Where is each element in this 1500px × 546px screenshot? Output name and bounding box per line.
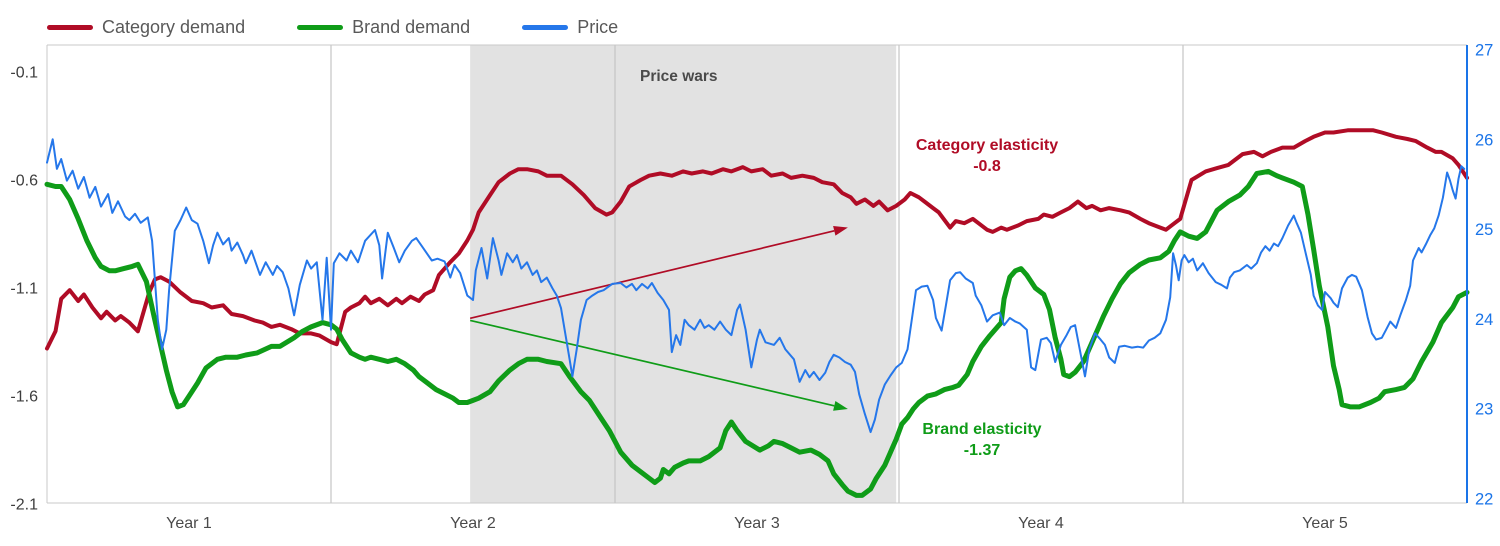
legend-label-brand-demand: Brand demand xyxy=(352,17,471,37)
right-axis-tick-label: 24 xyxy=(1475,311,1493,329)
category-elasticity-value: -0.8 xyxy=(973,158,1001,175)
brand-elasticity-arrow xyxy=(469,319,835,407)
right-axis-tick-label: 22 xyxy=(1475,491,1493,509)
legend-item-category-demand[interactable]: Category demand xyxy=(47,17,245,38)
category-demand-line-swatch-icon xyxy=(47,25,93,30)
left-axis-tick-label: -1.6 xyxy=(10,389,38,406)
legend-item-price[interactable]: Price xyxy=(522,17,618,38)
legend-item-brand-demand[interactable]: Brand demand xyxy=(297,17,470,38)
series-line-category-demand xyxy=(45,128,1469,351)
category-elasticity-arrow xyxy=(469,229,835,320)
legend-label-category-demand: Category demand xyxy=(102,17,246,37)
category-elasticity-arrow-head-icon xyxy=(833,225,848,236)
price-wars-label: Price wars xyxy=(640,68,718,85)
x-axis-year-label: Year 5 xyxy=(1302,515,1348,532)
price-line-swatch-icon xyxy=(522,25,569,30)
brand-elasticity-title: Brand elasticity xyxy=(922,421,1042,438)
right-axis-tick-label: 27 xyxy=(1475,41,1493,59)
right-axis-tick-label: 26 xyxy=(1475,131,1493,149)
x-axis-year-label: Year 2 xyxy=(450,515,496,532)
brand-elasticity-value: -1.37 xyxy=(963,442,1001,459)
legend: Category demand Brand demand Price xyxy=(47,17,618,38)
left-axis-tick-label: -1.1 xyxy=(10,281,38,298)
x-axis-year-label: Year 3 xyxy=(734,515,780,532)
category-elasticity-title: Category elasticity xyxy=(915,137,1059,154)
x-axis-year-label: Year 4 xyxy=(1018,515,1064,532)
brand-elasticity-arrow-head-icon xyxy=(833,400,848,411)
legend-label-price: Price xyxy=(577,17,619,37)
left-axis-tick-label: -0.6 xyxy=(10,173,38,190)
x-axis-year-label: Year 1 xyxy=(166,515,212,532)
right-axis-tick-label: 25 xyxy=(1475,221,1493,239)
series-line-price xyxy=(46,138,1466,434)
price-wars-band xyxy=(470,45,897,503)
left-axis-tick-label: -2.1 xyxy=(10,497,38,514)
left-axis-tick-label: -0.1 xyxy=(10,65,38,82)
series-line-brand-demand xyxy=(44,168,1470,498)
category-elasticity-annotation: Category elasticity -0.8 xyxy=(902,135,1072,177)
brand-elasticity-annotation: Brand elasticity -1.37 xyxy=(897,419,1067,461)
brand-demand-line-swatch-icon xyxy=(297,25,344,30)
right-axis-tick-label: 23 xyxy=(1475,401,1493,419)
